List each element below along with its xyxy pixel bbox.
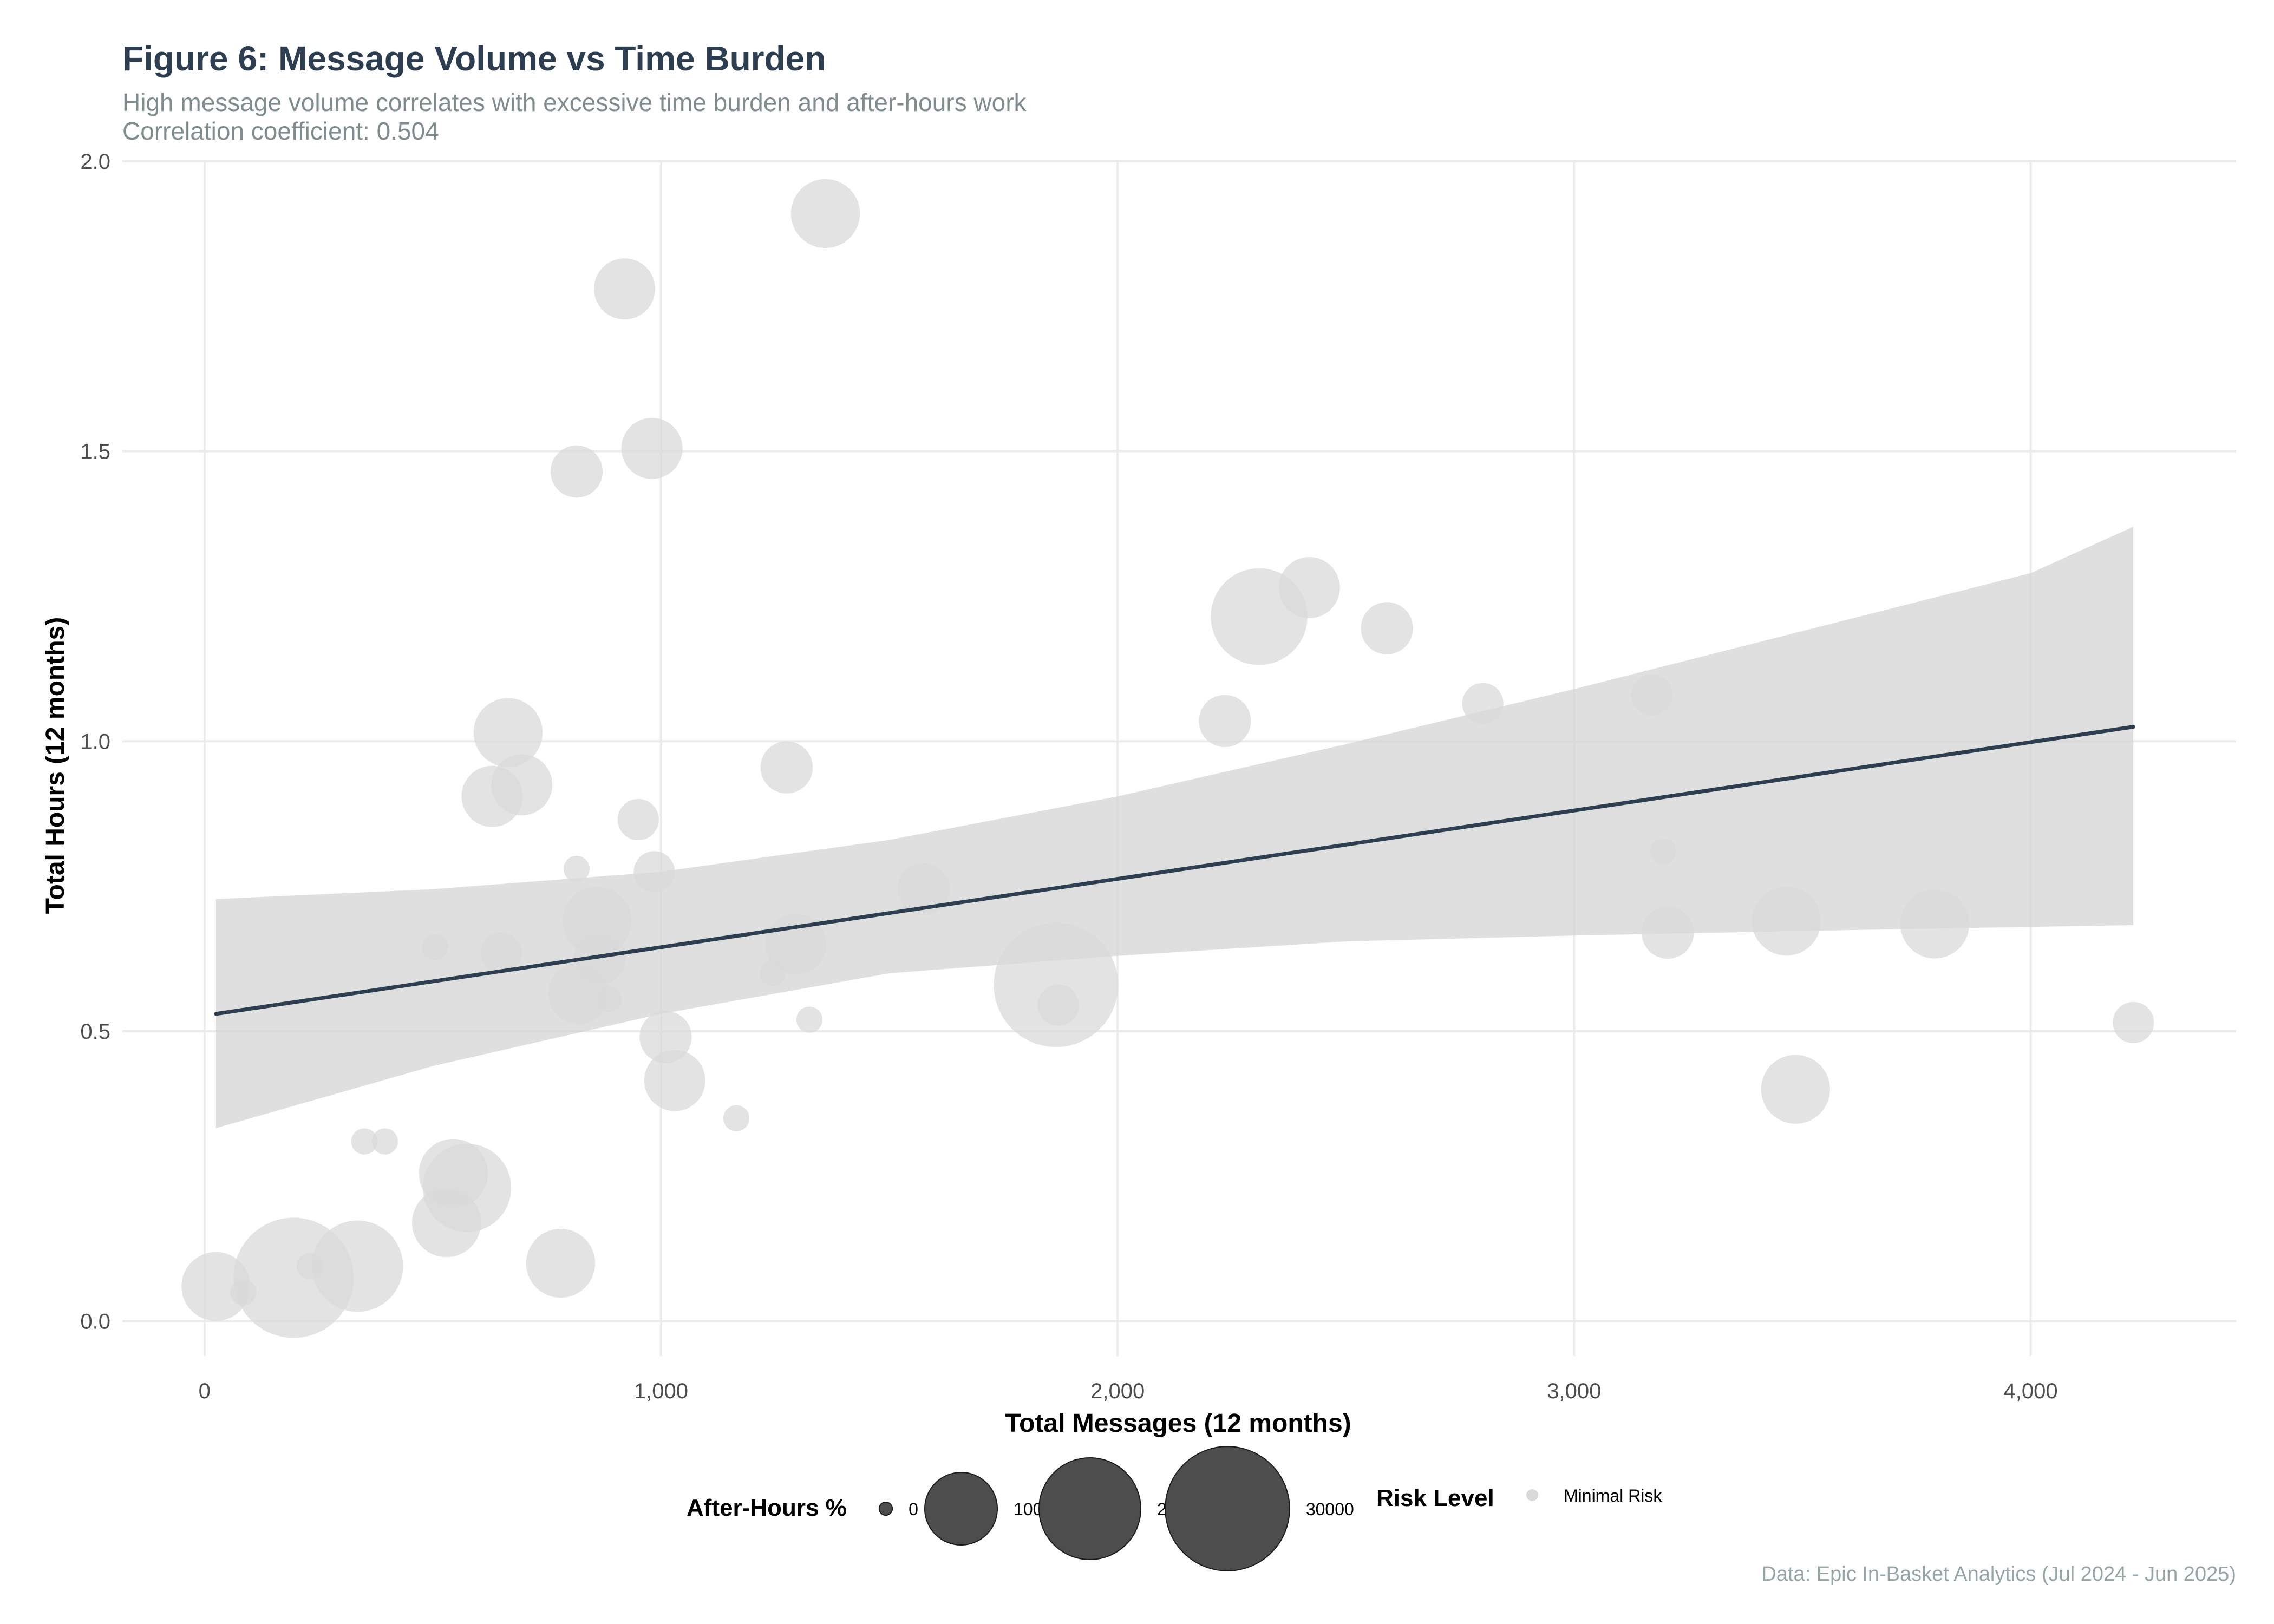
x-tick-label: 3,000 bbox=[1547, 1379, 1601, 1403]
x-axis-ticks: 0 1,000 2,000 3,000 4,000 bbox=[199, 1379, 2058, 1403]
data-point bbox=[2113, 1001, 2154, 1044]
x-tick-label: 2,000 bbox=[1090, 1379, 1145, 1403]
data-point bbox=[594, 258, 655, 320]
data-point bbox=[796, 1006, 823, 1033]
data-point bbox=[461, 765, 523, 827]
data-point bbox=[1752, 886, 1821, 956]
data-point bbox=[1037, 984, 1079, 1026]
data-point bbox=[230, 1279, 257, 1306]
size-legend-key-3 bbox=[1165, 1446, 1290, 1571]
data-point bbox=[1650, 838, 1676, 865]
risk-legend-label: Minimal Risk bbox=[1564, 1486, 1662, 1505]
data-point bbox=[422, 934, 448, 960]
risk-legend-key bbox=[1526, 1489, 1538, 1501]
y-axis-title: Total Hours (12 months) bbox=[41, 617, 70, 914]
chart-subtitle-line-1: High message volume correlates with exce… bbox=[122, 88, 1027, 116]
x-tick-label: 0 bbox=[199, 1379, 211, 1403]
grid-lines bbox=[122, 160, 2236, 1356]
data-point bbox=[1642, 906, 1694, 959]
data-point bbox=[1361, 602, 1413, 654]
data-point bbox=[1900, 889, 1970, 959]
data-point bbox=[181, 1252, 251, 1321]
data-point bbox=[473, 698, 543, 767]
data-point bbox=[1462, 683, 1504, 724]
size-legend-label: 0 bbox=[909, 1499, 918, 1519]
data-source-caption: Data: Epic In-Basket Analytics (Jul 2024… bbox=[1761, 1563, 2236, 1586]
x-tick-label: 1,000 bbox=[634, 1379, 688, 1403]
size-legend: After-Hours % 0100002000030000 bbox=[687, 1446, 1354, 1571]
trend-line bbox=[214, 725, 2135, 1016]
y-axis-ticks: 0.0 0.5 1.0 1.5 2.0 bbox=[80, 150, 110, 1334]
data-point bbox=[644, 1050, 705, 1111]
y-tick-label: 1.0 bbox=[80, 730, 110, 754]
data-point bbox=[311, 1220, 403, 1312]
data-point bbox=[617, 798, 659, 841]
size-legend-label: 30000 bbox=[1306, 1499, 1354, 1519]
chart-subtitle-line-2: Correlation coefficient: 0.504 bbox=[122, 117, 439, 145]
data-point bbox=[1278, 556, 1340, 618]
data-point bbox=[723, 1105, 750, 1131]
y-tick-label: 2.0 bbox=[80, 150, 110, 174]
size-legend-key-0 bbox=[878, 1501, 893, 1516]
risk-legend-title: Risk Level bbox=[1376, 1485, 1494, 1511]
data-point bbox=[526, 1228, 596, 1298]
data-point bbox=[563, 855, 590, 882]
data-point bbox=[595, 986, 622, 1013]
y-tick-label: 0.0 bbox=[80, 1310, 110, 1334]
size-legend-key-1 bbox=[924, 1471, 998, 1546]
y-tick-label: 0.5 bbox=[80, 1020, 110, 1044]
size-legend-title: After-Hours % bbox=[687, 1495, 847, 1521]
data-point bbox=[351, 1128, 378, 1155]
data-point bbox=[621, 417, 683, 479]
data-point bbox=[760, 960, 786, 987]
data-point bbox=[550, 446, 603, 498]
size-legend-key-2 bbox=[1038, 1457, 1142, 1561]
data-point bbox=[371, 1128, 398, 1155]
trend-line-layer bbox=[214, 725, 2135, 1016]
data-point bbox=[1761, 1055, 1831, 1124]
data-point bbox=[480, 932, 522, 974]
data-point bbox=[790, 179, 860, 248]
data-points-layer bbox=[181, 179, 2154, 1338]
data-point bbox=[639, 1011, 692, 1063]
data-point bbox=[760, 741, 813, 794]
y-tick-label: 1.5 bbox=[80, 440, 110, 464]
data-point bbox=[573, 932, 626, 985]
risk-legend: Risk Level Minimal Risk bbox=[1376, 1485, 1662, 1511]
data-point bbox=[897, 863, 950, 915]
data-point bbox=[411, 1188, 481, 1258]
data-point bbox=[1631, 674, 1672, 716]
chart-title: Figure 6: Message Volume vs Time Burden bbox=[122, 39, 826, 78]
data-point bbox=[1199, 695, 1251, 748]
data-point bbox=[633, 851, 675, 893]
x-axis-title: Total Messages (12 months) bbox=[1005, 1409, 1351, 1438]
data-point bbox=[296, 1253, 323, 1280]
x-tick-label: 4,000 bbox=[2004, 1379, 2058, 1403]
